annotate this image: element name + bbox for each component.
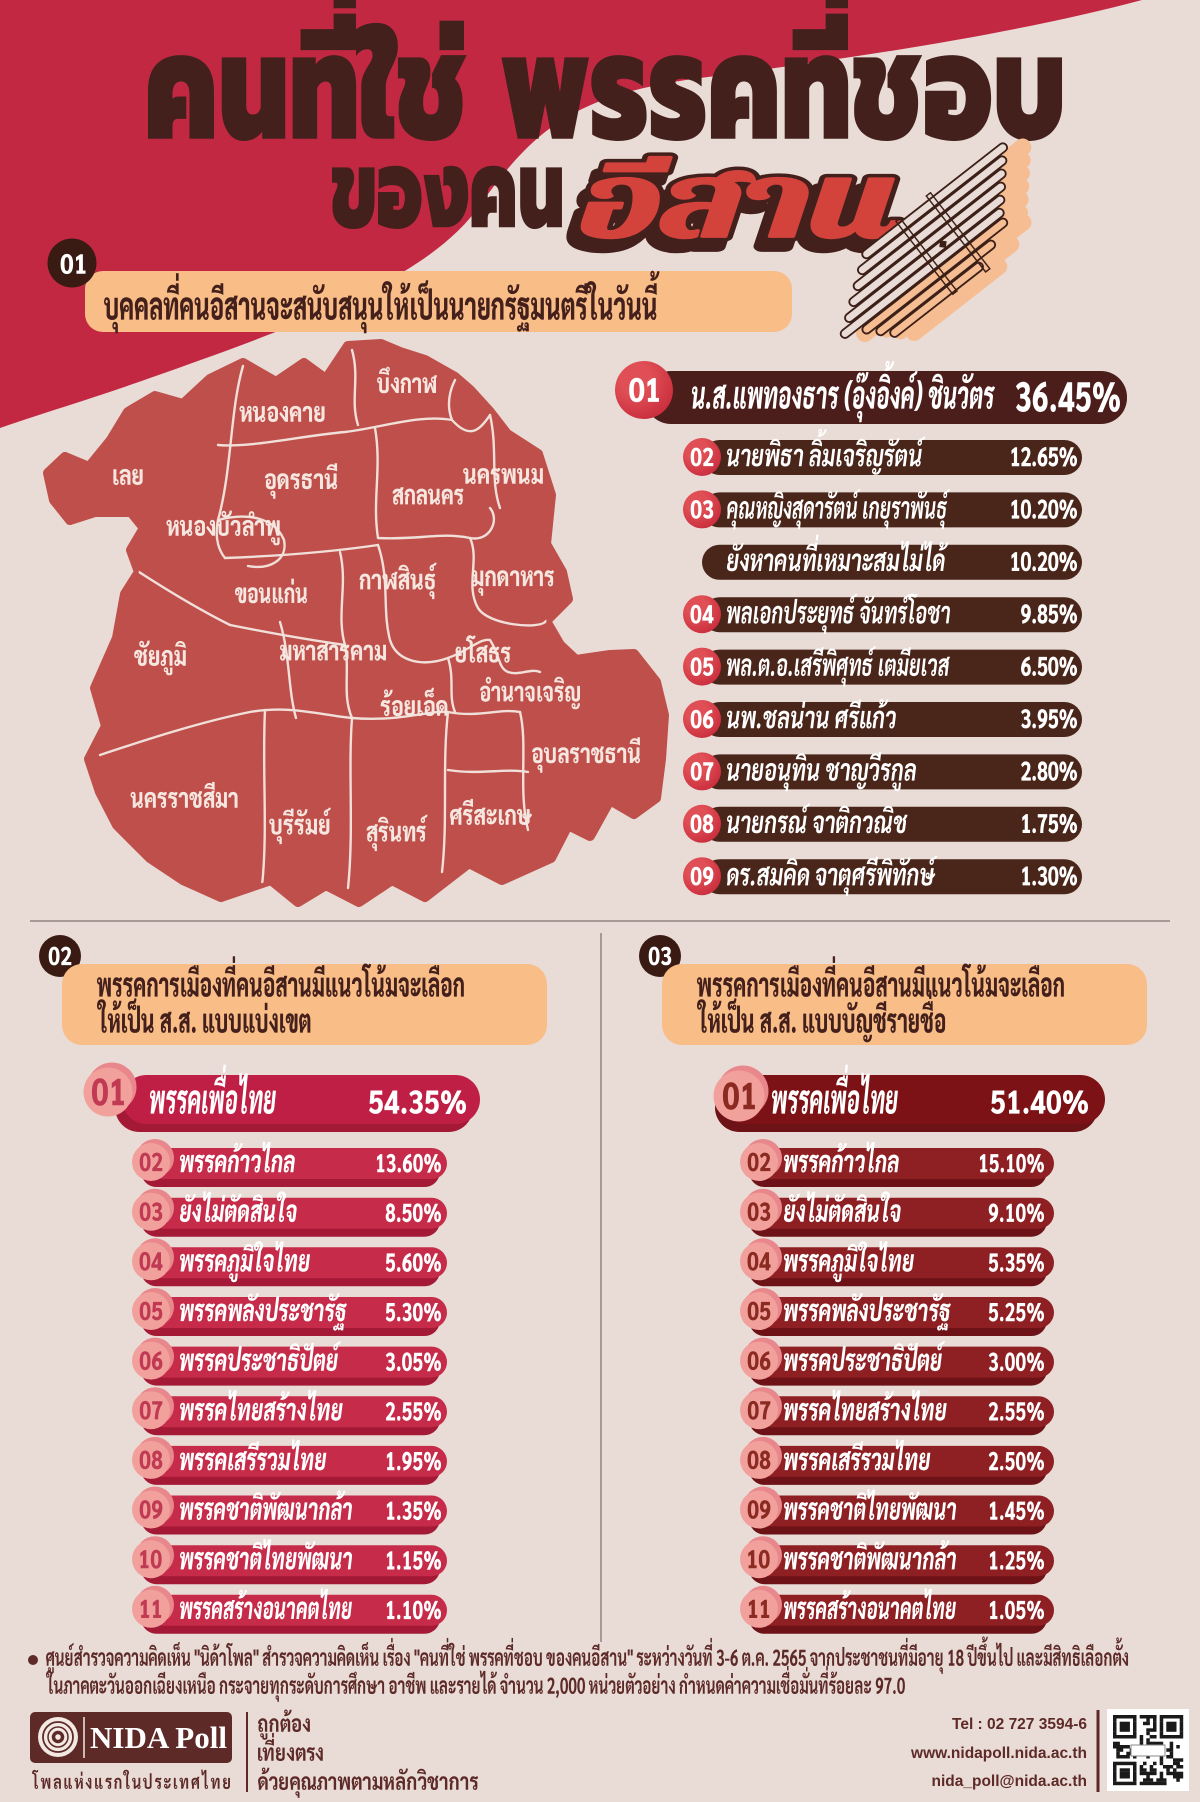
svg-text:nida_poll@nida.ac.th: nida_poll@nida.ac.th	[932, 1773, 1088, 1790]
svg-text:Tel : 02 727 3594-6: Tel : 02 727 3594-6	[952, 1716, 1087, 1733]
svg-text:NIDA Poll: NIDA Poll	[90, 1720, 227, 1755]
svg-text:www.nidapoll.nida.ac.th: www.nidapoll.nida.ac.th	[910, 1745, 1087, 1762]
